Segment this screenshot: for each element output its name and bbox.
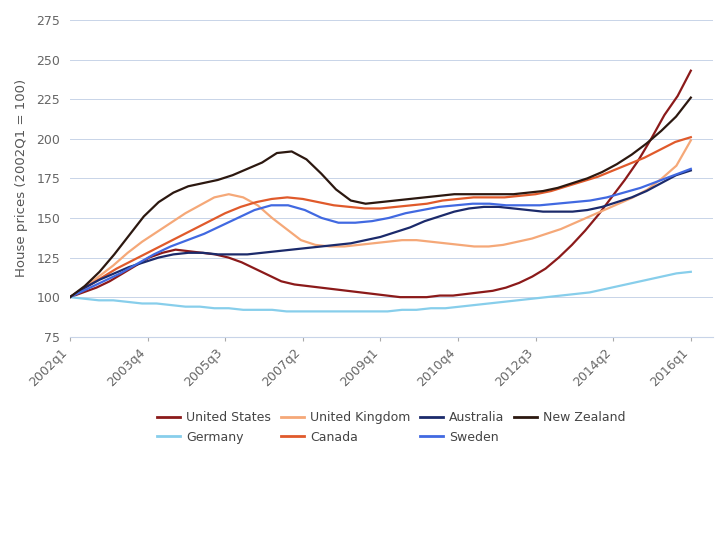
Y-axis label: House prices (2002Q1 = 100): House prices (2002Q1 = 100) (15, 79, 28, 277)
Legend: United States, Germany, United Kingdom, Canada, Australia, Sweden, New Zealand: United States, Germany, United Kingdom, … (152, 406, 630, 448)
